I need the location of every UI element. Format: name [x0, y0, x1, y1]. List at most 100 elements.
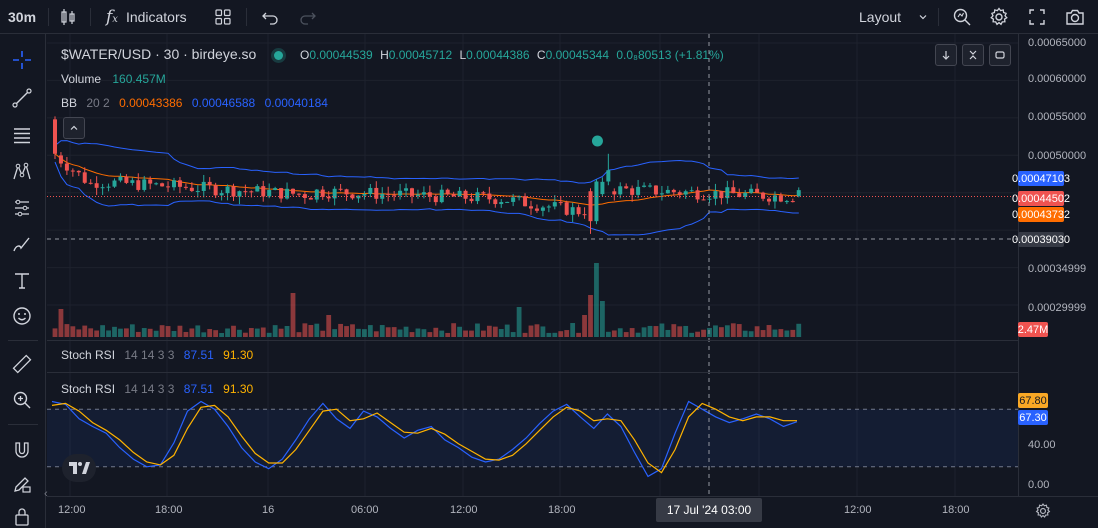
settings-button[interactable]	[988, 0, 1010, 34]
volume-bar	[439, 330, 445, 337]
candle-body	[600, 181, 605, 195]
candle-body	[606, 170, 611, 182]
collapse-legend-button[interactable]	[63, 117, 85, 139]
volume-bar	[796, 323, 802, 337]
candle-body	[136, 180, 141, 190]
volume-bar	[469, 330, 474, 337]
toolbar-divider	[48, 8, 49, 26]
templates-button[interactable]	[213, 0, 233, 34]
layout-button[interactable]: Layout	[859, 0, 901, 34]
redo-button[interactable]	[298, 0, 318, 34]
candle-body	[302, 194, 307, 198]
candle-body	[154, 183, 159, 185]
volume-bar	[772, 329, 778, 337]
candle-body	[511, 197, 516, 202]
candle-body	[70, 170, 75, 172]
chart-area[interactable]	[47, 34, 1098, 528]
candle-body	[285, 188, 290, 199]
volume-bar	[736, 324, 742, 337]
collapse-toolbar-icon[interactable]: ‹	[44, 488, 48, 500]
ohlc-high-label: H	[380, 48, 389, 62]
brush-tool[interactable]	[8, 230, 36, 258]
text-tool[interactable]	[8, 266, 36, 294]
measure-tool[interactable]	[8, 350, 36, 378]
volume-bar	[183, 331, 189, 337]
volume-bar	[558, 331, 564, 337]
volume-tag: 2.47M	[1017, 322, 1049, 337]
volume-bar	[605, 331, 611, 337]
time-tick: 06:00	[351, 504, 379, 516]
volume-bar	[415, 328, 421, 337]
lock-drawings-tool[interactable]	[8, 470, 36, 498]
pane-divider[interactable]	[47, 340, 1018, 341]
candle-body	[439, 189, 444, 203]
volume-bar	[207, 329, 213, 337]
maximize-pane-button[interactable]	[989, 44, 1011, 66]
interval-button[interactable]: 30m	[8, 9, 37, 25]
symbol-legend: $WATER/USD · 30 · birdeye.so O0.00044539…	[61, 46, 724, 62]
tradingview-logo[interactable]	[62, 454, 96, 482]
gear-icon	[1035, 503, 1051, 518]
volume-bar	[296, 332, 302, 337]
emoji-tool[interactable]	[8, 302, 36, 330]
price-chart[interactable]	[47, 34, 1098, 528]
trend-line-tool[interactable]	[8, 84, 36, 112]
undo-button[interactable]	[260, 0, 280, 34]
candle-body	[338, 188, 343, 190]
volume-bar	[427, 332, 433, 337]
candle-body	[398, 190, 403, 196]
stoch-k-line	[51, 400, 798, 478]
pane-divider[interactable]	[47, 372, 1018, 373]
volume-value: 160.457M	[112, 72, 166, 86]
quick-search-button[interactable]	[951, 0, 973, 34]
candle-body	[183, 186, 188, 188]
layout-label: Layout	[859, 9, 902, 25]
volume-bar	[778, 329, 784, 337]
bb-lower-value: 0.00040184	[264, 96, 328, 110]
bb-label[interactable]: BB	[61, 96, 78, 110]
candle-body	[534, 208, 539, 211]
candle-body	[737, 193, 742, 197]
volume-label[interactable]: Volume	[61, 72, 102, 86]
pattern-tool[interactable]	[8, 158, 36, 186]
volume-bar	[278, 328, 284, 337]
volume-bar	[243, 332, 248, 337]
symbol-title[interactable]: $WATER/USD · 30 · birdeye.so	[61, 46, 257, 62]
projection-tool[interactable]	[8, 194, 36, 222]
move-pane-down-button[interactable]	[935, 44, 957, 66]
crosshair	[47, 34, 1018, 496]
crosshair-tool[interactable]	[8, 46, 36, 74]
smiley-icon	[13, 307, 31, 325]
lock-tool[interactable]	[8, 502, 36, 528]
volume-bar	[379, 325, 385, 337]
magnet-tool[interactable]	[8, 436, 36, 464]
fullscreen-button[interactable]	[1027, 0, 1047, 34]
volume-bar	[617, 328, 623, 337]
volume-bar	[94, 330, 100, 337]
candle-body	[523, 196, 528, 207]
volume-bar	[225, 328, 230, 337]
volume-bar	[171, 330, 177, 337]
candle-body	[415, 194, 420, 196]
indicators-button[interactable]: fx Indicators	[106, 0, 187, 34]
scale-settings-button[interactable]	[1034, 502, 1054, 522]
stoch-label[interactable]: Stoch RSI	[61, 382, 116, 396]
stoch-lines	[51, 400, 798, 478]
zoom-tool[interactable]	[8, 386, 36, 414]
candle-body	[653, 185, 658, 195]
undo-icon	[262, 12, 278, 25]
stoch-collapsed-label[interactable]: Stoch RSI	[61, 348, 116, 362]
bb-basis-value: 0.00043386	[119, 96, 183, 110]
volume-bar	[623, 332, 629, 337]
layout-dropdown[interactable]	[918, 0, 928, 34]
candle-body	[53, 119, 57, 154]
candle-body	[249, 191, 254, 193]
collapse-pane-button[interactable]	[962, 44, 984, 66]
snapshot-button[interactable]	[1064, 0, 1086, 34]
function-icon: fx	[106, 7, 118, 27]
chart-type-button[interactable]	[58, 0, 78, 34]
volume-bar	[665, 329, 671, 337]
fib-tool[interactable]	[8, 122, 36, 150]
candle-body	[410, 188, 414, 196]
candle-body	[713, 191, 718, 199]
